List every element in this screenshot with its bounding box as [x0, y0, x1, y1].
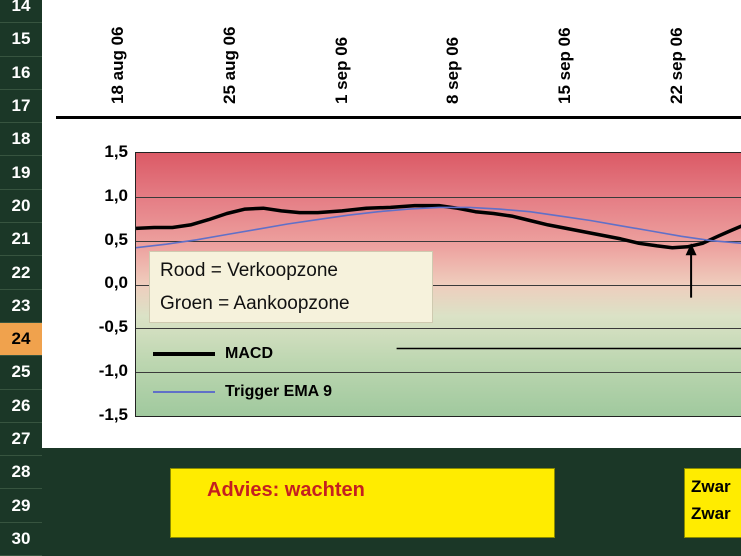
upper-chart-axis-line	[56, 116, 741, 119]
row-header-cell[interactable]: 24	[0, 322, 42, 357]
chart-legend: MACD Trigger EMA 9	[153, 335, 332, 411]
row-header-cell[interactable]: 25	[0, 356, 42, 390]
trigger-legend-sample	[153, 391, 215, 393]
macd-plot[interactable]: Rood = Verkoopzone Groen = Aankoopzone M…	[135, 152, 741, 417]
row-header-cell[interactable]: 18	[0, 123, 42, 157]
up-arrow-head	[685, 243, 697, 256]
row-header: 14 15 16 17 18 19 20 21 22 23 24 25 26 27 28 29 30	[0, 0, 42, 556]
chart-panel: 18 aug 06 25 aug 06 1 sep 06 8 sep 06 15 sep…	[42, 0, 741, 448]
x-axis-label: 22 sep 06	[667, 27, 686, 104]
y-axis-label: 0,5	[104, 229, 128, 249]
row-header-cell[interactable]: 29	[0, 489, 42, 523]
advice-text: Advies: wachten	[207, 479, 365, 501]
right-note-box[interactable]: Zwar Zwar	[684, 468, 741, 538]
row-header-cell[interactable]: 30	[0, 523, 42, 556]
gridline	[136, 196, 741, 198]
macd-legend-sample	[153, 352, 215, 356]
y-axis-label: 1,0	[104, 185, 128, 205]
y-axis-label: -1,5	[98, 404, 128, 424]
legend-label: Trigger EMA 9	[225, 383, 332, 400]
macd-series-line	[136, 203, 741, 250]
row-header-cell[interactable]: 28	[0, 456, 42, 490]
x-axis-label: 18 aug 06	[108, 26, 127, 105]
row-header-cell[interactable]: 19	[0, 156, 42, 190]
row-header-cell[interactable]: 16	[0, 57, 42, 90]
gridline	[136, 240, 741, 242]
row-header-cell[interactable]: 17	[0, 90, 42, 124]
zones-note-line1: Rood = Verkoopzone	[160, 260, 338, 281]
zones-note-line2: Groen = Aankoopzone	[160, 293, 350, 314]
gridline	[136, 372, 741, 374]
legend-label: MACD	[225, 345, 273, 362]
y-axis-label: -0,5	[98, 317, 128, 337]
y-axis-label: 1,5	[104, 142, 128, 161]
x-axis-label: 25 aug 06	[219, 26, 239, 105]
gridline	[136, 284, 741, 286]
row-header-cell[interactable]: 26	[0, 390, 42, 423]
zones-note[interactable]: Rood = Verkoopzone Groen = Aankoopzone	[149, 251, 433, 323]
right-note-line2: Zwar	[691, 504, 731, 523]
row-header-cell[interactable]: 23	[0, 290, 42, 323]
legend-item: Trigger EMA 9	[153, 373, 332, 411]
legend-item: MACD	[153, 335, 332, 373]
row-header-cell[interactable]: 20	[0, 190, 42, 224]
gridline	[136, 328, 741, 330]
y-axis-label: -1,0	[98, 361, 128, 381]
x-axis-label: 15 sep 06	[555, 27, 575, 104]
x-axis-area: 18 aug 06 25 aug 06 1 sep 06 8 sep 06 15 sep…	[42, 0, 741, 116]
row-header-cell[interactable]: 22	[0, 256, 42, 290]
chart-series-svg	[136, 203, 741, 350]
x-axis-label: 8 sep 06	[443, 36, 463, 104]
advice-box[interactable]: Advies: wachten	[170, 468, 555, 538]
row-header-cell[interactable]: 27	[0, 423, 42, 457]
row-header-cell[interactable]: 14	[0, 0, 42, 24]
y-axis-label: 0,0	[104, 273, 128, 293]
row-header-cell[interactable]: 15	[0, 23, 42, 57]
x-axis-label: 1 sep 06	[331, 36, 351, 104]
row-header-cell[interactable]: 21	[0, 223, 42, 257]
trigger-series-line	[136, 206, 741, 249]
right-note-line1: Zwar	[691, 477, 731, 496]
